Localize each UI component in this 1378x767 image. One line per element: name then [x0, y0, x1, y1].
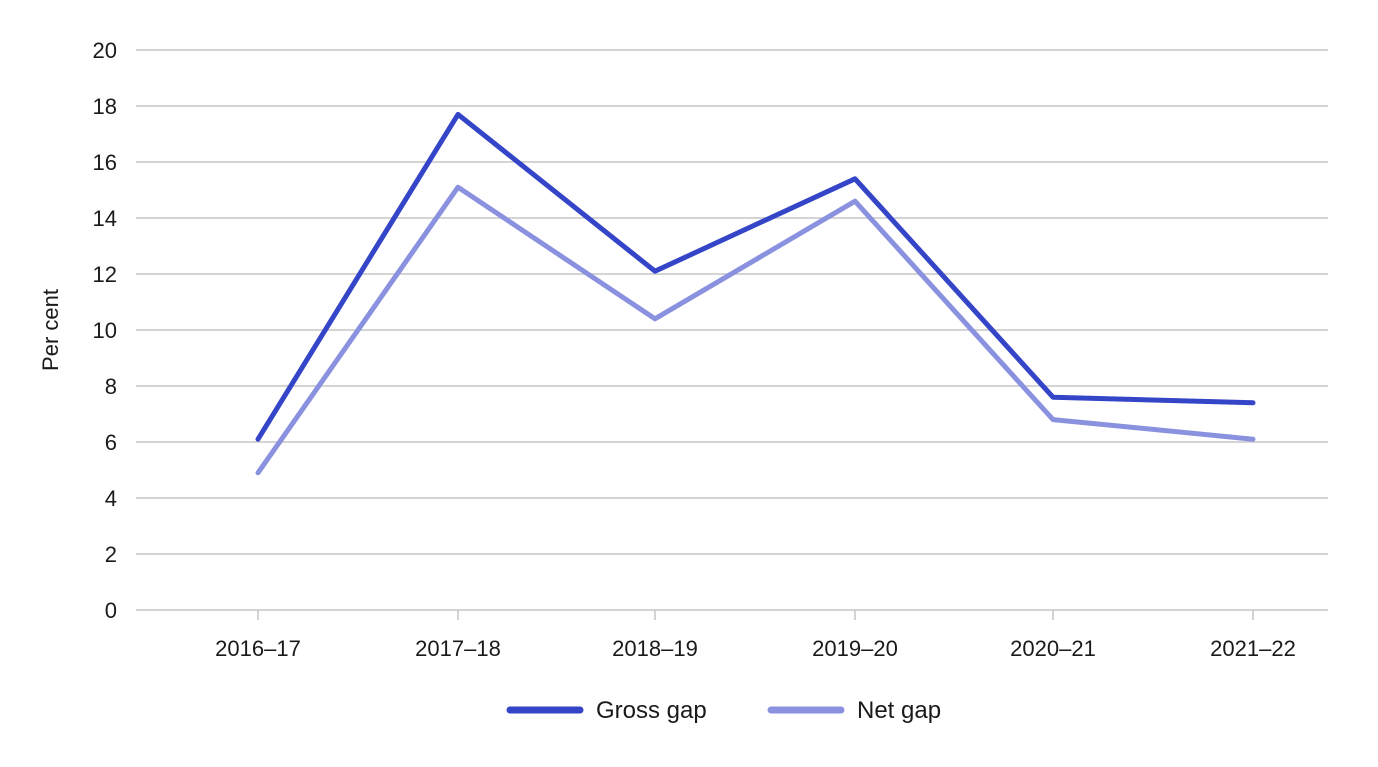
x-tick-label: 2021–22: [1210, 636, 1296, 661]
y-tick-label: 18: [93, 94, 117, 119]
x-tick-label: 2020–21: [1010, 636, 1096, 661]
y-tick-label: 6: [105, 430, 117, 455]
series-layer: [255, 111, 1256, 476]
legend-label-net-gap: Net gap: [857, 697, 941, 724]
y-tick-labels: 0 2 4 6 8 10 12 14 16 18 20: [93, 38, 117, 623]
x-tick-labels: 2016–17 2017–18 2018–19 2019–20 2020–21 2021–…: [215, 636, 1296, 661]
series-line-net-gap: [255, 184, 1256, 476]
y-tick-label: 4: [105, 486, 117, 511]
y-tick-label: 16: [93, 150, 117, 175]
grid-layer: [136, 49, 1328, 620]
y-tick-label: 10: [93, 318, 117, 343]
y-tick-label: 0: [105, 598, 117, 623]
legend: Gross gap Net gap: [506, 697, 941, 724]
y-tick-label: 8: [105, 374, 117, 399]
y-axis-title: Per cent: [38, 289, 63, 371]
x-tick-label: 2019–20: [812, 636, 898, 661]
series-line-gross-gap: [255, 111, 1256, 442]
x-tick-label: 2017–18: [415, 636, 501, 661]
x-tick-label: 2016–17: [215, 636, 301, 661]
legend-label-gross-gap: Gross gap: [596, 697, 707, 724]
y-tick-label: 2: [105, 542, 117, 567]
y-tick-label: 12: [93, 262, 117, 287]
y-tick-label: 14: [93, 206, 117, 231]
y-tick-label: 20: [93, 38, 117, 63]
x-tick-label: 2018–19: [612, 636, 698, 661]
